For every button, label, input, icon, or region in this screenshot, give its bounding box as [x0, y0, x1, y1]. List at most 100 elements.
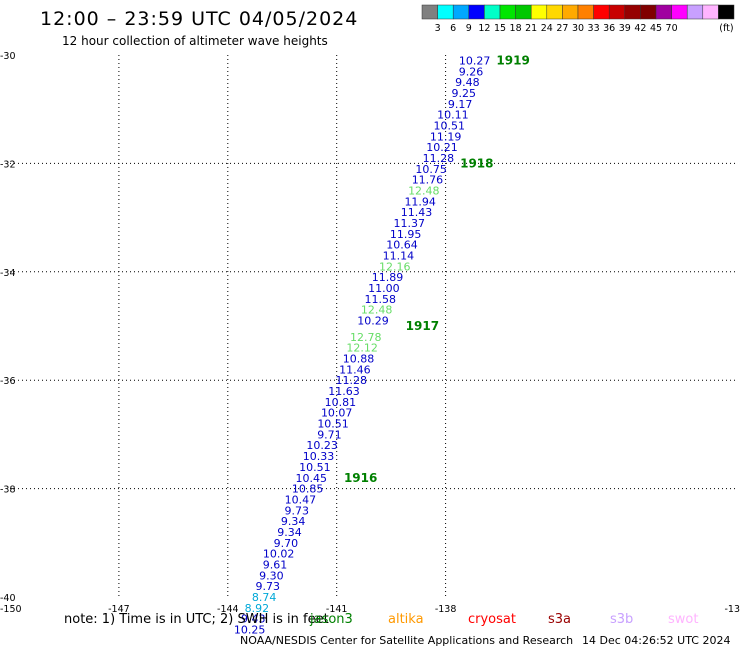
cycle-label: 1918 [460, 156, 493, 170]
wave-height-value: 10.75 [415, 163, 447, 176]
legend-altika: altika [388, 612, 424, 627]
longitude-tick-label: -150 [0, 604, 22, 615]
wave-height-value: 10.27 [459, 54, 491, 67]
wave-height-value: 12.48 [408, 185, 440, 198]
colorbar-label: 12 [478, 23, 490, 34]
longitude-tick-label: -138 [435, 604, 457, 615]
legend-s3b: s3b [610, 612, 634, 627]
wave-height-value: 11.95 [390, 228, 422, 241]
page-subtitle: 12 hour collection of altimeter wave hei… [62, 34, 328, 48]
wave-height-value: 12.12 [346, 342, 378, 355]
colorbar-legend: 3 6 9 12 15 18 21 24 27 30 33 36 39 42 45 70 (ft) [421, 4, 735, 34]
wave-height-value: 9.34 [277, 526, 302, 539]
wave-height-value: 11.76 [412, 174, 444, 187]
cycle-label: 1919 [496, 53, 529, 67]
latitude-tick-label: -40 [0, 593, 16, 604]
wave-height-value: 11.19 [430, 130, 462, 143]
cycle-label: 1917 [406, 319, 439, 333]
wave-height-value: 9.73 [285, 504, 310, 517]
wave-height-value: 10.88 [343, 353, 375, 366]
wave-height-value: 11.89 [372, 271, 404, 284]
colorbar-label: 30 [572, 23, 584, 34]
wave-height-value: 11.28 [335, 374, 367, 387]
wave-height-value: 11.58 [365, 293, 397, 306]
wave-height-value: 10.07 [321, 407, 353, 420]
legend-cryosat: cryosat [468, 612, 516, 627]
wave-height-value: 11.43 [401, 206, 433, 219]
wave-height-value: 9.25 [452, 87, 477, 100]
wave-height-value: 12.78 [350, 331, 382, 344]
colorbar-label: 18 [510, 23, 522, 34]
wave-height-value: 9.43 [241, 613, 266, 626]
wave-height-value: 11.46 [339, 363, 371, 376]
wave-height-value: 10.51 [299, 461, 331, 474]
latitude-tick-label: -32 [0, 159, 16, 170]
wave-height-value: 11.00 [368, 282, 400, 295]
wave-height-value: 8.92 [245, 602, 270, 615]
legend-swot: swot [668, 612, 699, 627]
wave-height-value: 10.11 [437, 109, 469, 122]
colorbar-label: 21 [525, 23, 537, 34]
wave-height-value: 10.51 [317, 418, 349, 431]
wave-height-value: 11.94 [404, 195, 436, 208]
wave-height-value: 9.70 [274, 537, 299, 550]
colorbar-label: 36 [603, 23, 615, 34]
latitude-tick-label: -34 [0, 268, 16, 279]
colorbar-label: 33 [588, 23, 600, 34]
wave-height-value: 10.23 [306, 439, 338, 452]
colorbar-label: 3 [435, 23, 441, 34]
colorbar-label: 24 [541, 23, 553, 34]
wave-height-value: 11.63 [328, 385, 360, 398]
longitude-tick-label: -141 [326, 604, 348, 615]
credit-text: NOAA/NESDIS Center for Satellite Applica… [240, 634, 574, 647]
wave-height-value: 10.29 [357, 315, 389, 328]
latitude-tick-label: -30 [0, 51, 16, 62]
wave-height-value: 10.81 [325, 396, 357, 409]
wave-height-value: 11.28 [423, 152, 455, 165]
wave-height-value: 11.14 [383, 250, 415, 263]
legend-jason3: jason3 [310, 612, 353, 627]
wave-height-value: 8.74 [252, 591, 277, 604]
latitude-tick-label: -36 [0, 376, 16, 387]
latitude-tick-label: -38 [0, 485, 16, 496]
wave-height-value: 10.02 [263, 548, 295, 561]
longitude-tick-label: -147 [108, 604, 130, 615]
wave-height-value: 9.17 [448, 98, 473, 111]
wave-height-value: 12.16 [379, 260, 411, 273]
wave-height-value: 10.47 [285, 493, 317, 506]
colorbar-label: (ft) [719, 23, 733, 34]
colorbar-label: 39 [619, 23, 631, 34]
colorbar-label: 27 [556, 23, 568, 34]
wave-height-value: 9.34 [281, 515, 306, 528]
colorbar-label: 70 [666, 23, 678, 34]
wave-height-value: 10.33 [303, 450, 335, 463]
longitude-tick-label: -13 [724, 604, 740, 615]
page-title: 12:00 – 23:59 UTC 04/05/2024 [40, 8, 359, 30]
colorbar-label: 15 [494, 23, 506, 34]
wave-height-value: 9.26 [459, 65, 484, 78]
wave-height-value: 10.85 [292, 483, 324, 496]
legend-s3a: s3a [548, 612, 572, 627]
wave-height-value: 9.71 [317, 428, 342, 441]
colorbar-label: 45 [650, 23, 662, 34]
wave-height-value: 10.64 [386, 239, 418, 252]
colorbar-swatch [718, 4, 735, 20]
wave-height-value: 10.45 [296, 472, 328, 485]
wave-height-value: 10.51 [433, 119, 465, 132]
cycle-label: 1916 [344, 471, 377, 485]
wave-height-value: 9.30 [259, 569, 284, 582]
wave-height-value: 10.21 [426, 141, 458, 154]
footer-note: note: 1) Time is in UTC; 2) SWH is in fe… [64, 612, 329, 627]
colorbar-label: 42 [634, 23, 646, 34]
generation-timestamp: 14 Dec 04:26:52 UTC 2024 [582, 634, 731, 647]
wave-height-value: 12.48 [361, 304, 393, 317]
colorbar-label: 9 [466, 23, 472, 34]
longitude-tick-label: -144 [217, 604, 239, 615]
wave-height-value: 10.25 [234, 624, 266, 637]
wave-height-value: 9.73 [255, 580, 280, 593]
wave-height-value: 9.48 [455, 76, 480, 89]
wave-height-value: 9.61 [263, 558, 288, 571]
colorbar-label: 6 [450, 23, 456, 34]
wave-height-value: 11.37 [394, 217, 426, 230]
